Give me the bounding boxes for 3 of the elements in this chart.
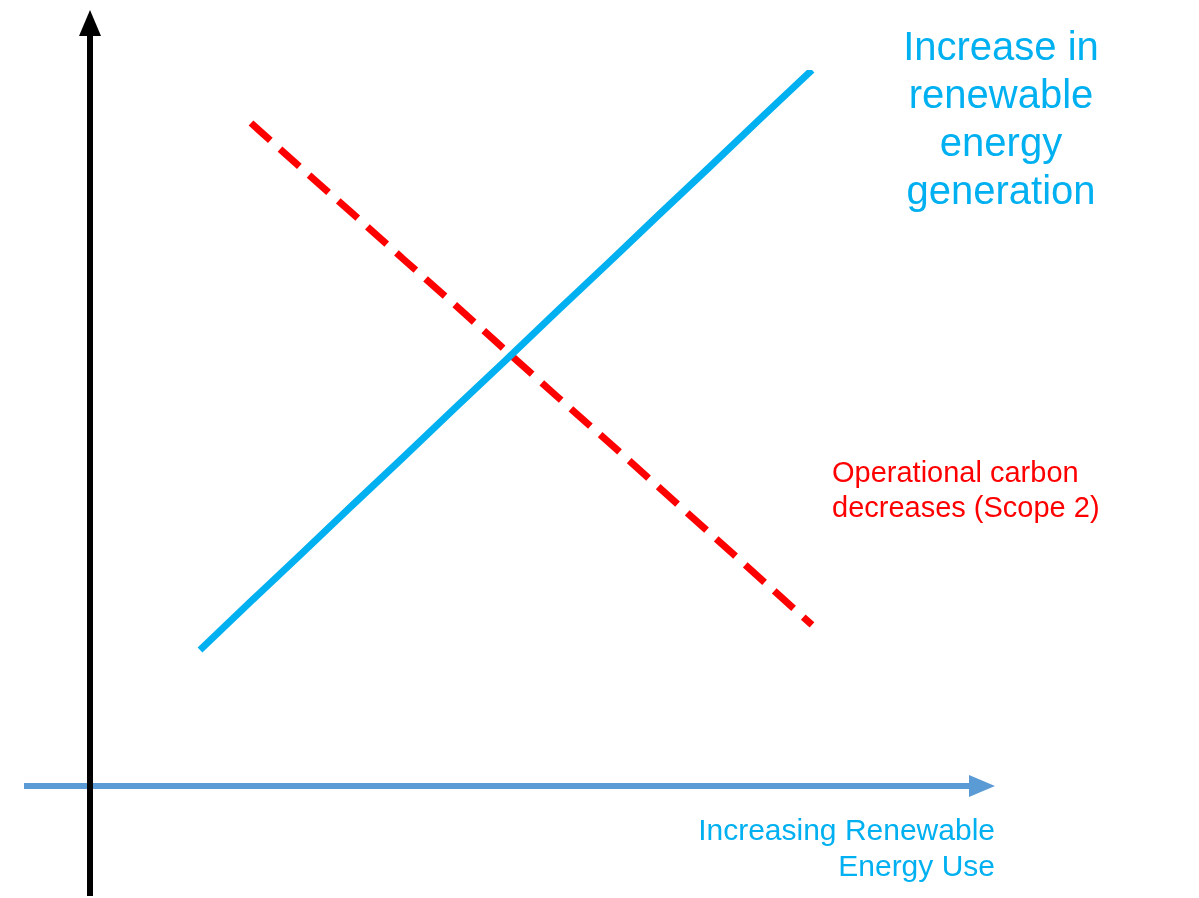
text: Operational carbon decreases (Scope 2) xyxy=(832,454,1101,525)
x-axis-title: Increasing Renewable Energy Use xyxy=(697,812,995,884)
text: Increase in renewable energy generation xyxy=(902,23,1100,214)
